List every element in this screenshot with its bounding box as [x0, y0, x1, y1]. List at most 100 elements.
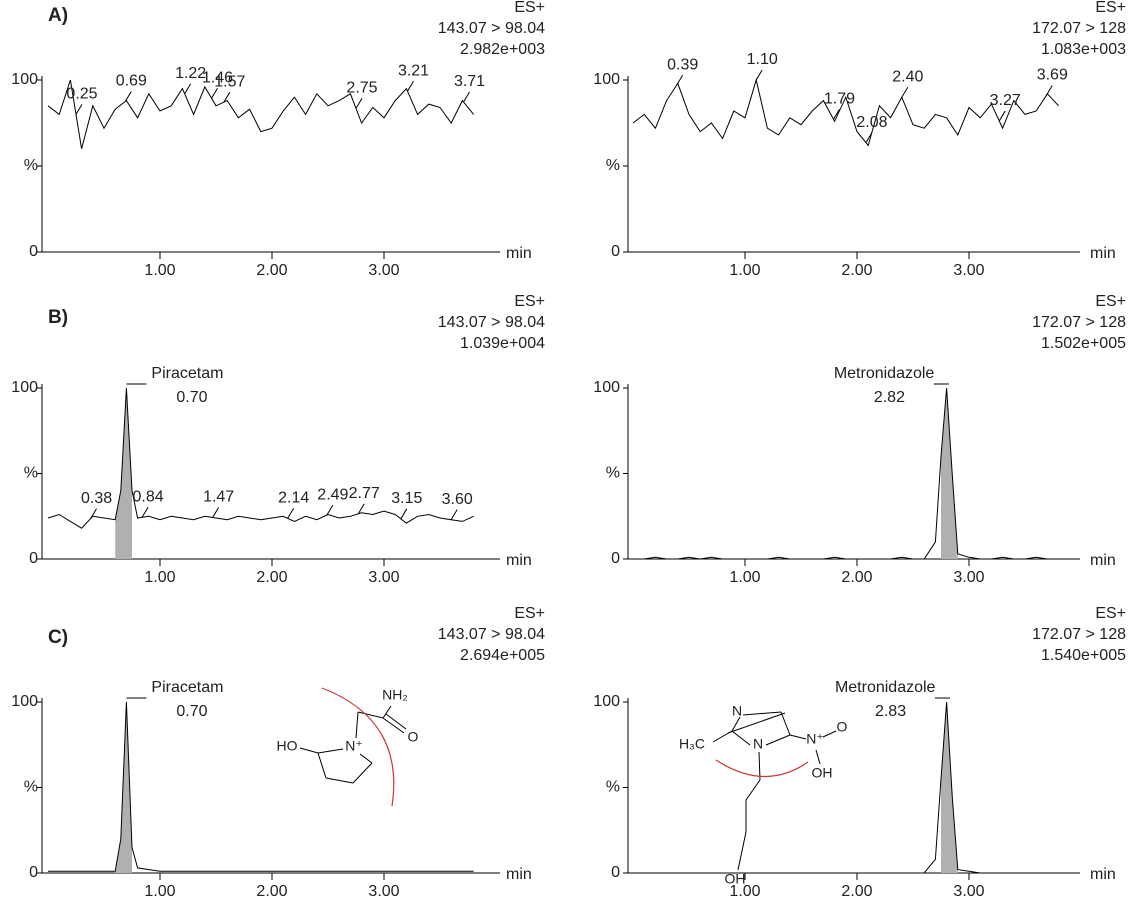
peak-leader [676, 74, 684, 86]
structure-bond [742, 711, 782, 716]
atom-label: OH [725, 871, 746, 887]
peak-label: 0.84 [133, 488, 164, 505]
y-tick-label: 0 [611, 864, 620, 881]
x-axis-label: min [506, 866, 532, 883]
y-tick-label: % [24, 779, 38, 796]
header-line: ES+ [1095, 293, 1126, 310]
peak-leader [141, 507, 149, 518]
atom-label: N [753, 736, 763, 752]
x-tick-label: 2.00 [841, 883, 872, 900]
structure-bond [737, 831, 747, 871]
peak-leader [463, 91, 470, 103]
atom-label: NH₂ [382, 687, 408, 703]
peak-area [115, 388, 132, 559]
header-line: ES+ [1095, 0, 1126, 16]
peak-leader [1045, 85, 1053, 96]
y-tick-label: 100 [11, 693, 38, 710]
x-axis-label: min [1090, 245, 1116, 262]
peak-leader [357, 503, 365, 515]
x-tick-label: 3.00 [368, 262, 399, 279]
structure-bond [745, 779, 761, 801]
header-line: ES+ [1095, 605, 1126, 622]
panel-label: B) [48, 307, 68, 328]
peak-label: 2.82 [874, 389, 905, 406]
x-tick-label: 1.00 [144, 569, 175, 586]
structure-bond [780, 711, 791, 736]
y-tick-label: 0 [29, 550, 38, 567]
y-tick-label: 0 [611, 243, 620, 260]
peak-leader [75, 104, 83, 115]
peak-label: 2.08 [856, 114, 887, 131]
peak-label: 2.14 [278, 490, 309, 507]
peak-label: 1.57 [214, 73, 245, 90]
peak-leader [865, 132, 873, 143]
peak-label: 1.10 [747, 51, 778, 68]
panel-label: A) [48, 5, 68, 26]
atom-label: N [732, 703, 742, 719]
trace [633, 701, 1059, 874]
structure-bond [325, 777, 354, 784]
peak-label: 3.15 [391, 490, 422, 507]
header-line: 2.982e+003 [460, 41, 545, 58]
peak-label: 3.71 [454, 73, 485, 90]
peak-label: 3.69 [1037, 67, 1068, 84]
x-tick-label: 3.00 [368, 569, 399, 586]
header-line: 1.540e+005 [1041, 647, 1126, 664]
y-tick-label: % [606, 779, 620, 796]
structure-bond [712, 730, 733, 743]
atom-label: N⁺ [345, 738, 363, 754]
compound-name: Metronidazole [835, 679, 936, 696]
x-tick-label: 2.00 [841, 569, 872, 586]
structure-bond [727, 712, 786, 734]
peak-label: 2.49 [317, 486, 348, 503]
x-tick-label: 3.00 [953, 569, 984, 586]
structure-bond [382, 705, 392, 719]
header-line: 143.07 > 98.04 [438, 20, 545, 37]
y-tick-label: % [24, 157, 38, 174]
y-tick-label: 0 [29, 243, 38, 260]
peak-leader [90, 508, 97, 519]
peak-label: 0.25 [66, 86, 97, 103]
x-tick-label: 3.00 [953, 262, 984, 279]
header-line: ES+ [514, 605, 545, 622]
structure-bond [357, 711, 384, 719]
x-tick-label: 2.00 [256, 262, 287, 279]
y-tick-label: 100 [11, 379, 38, 396]
atom-label: OH [812, 765, 833, 781]
peak-label: 2.77 [349, 485, 380, 502]
structure-bond [382, 717, 405, 734]
structure-bond [731, 730, 751, 746]
header-line: ES+ [514, 293, 545, 310]
trace [47, 387, 474, 529]
peak-leader [998, 110, 1006, 122]
header-line: 143.07 > 98.04 [438, 314, 545, 331]
peak-label: 1.79 [824, 90, 855, 107]
x-tick-label: 2.00 [256, 883, 287, 900]
atom-label: HO [277, 738, 298, 754]
header-line: 172.07 > 128 [1032, 314, 1126, 331]
compound-name: Piracetam [151, 679, 223, 696]
peak-leader [124, 91, 132, 102]
x-axis-label: min [506, 245, 532, 262]
peak-leader [223, 91, 231, 103]
x-tick-label: 3.00 [368, 883, 399, 900]
peak-label: 0.69 [116, 73, 147, 90]
structure-bond [731, 716, 741, 732]
peak-label: 2.83 [875, 703, 906, 720]
structure-bond [355, 711, 359, 739]
x-tick-label: 1.00 [729, 883, 760, 900]
x-tick-label: 1.00 [144, 262, 175, 279]
header-line: 143.07 > 98.04 [438, 626, 545, 643]
y-tick-label: % [24, 465, 38, 482]
y-tick-label: % [606, 157, 620, 174]
peak-leader [407, 80, 414, 92]
peak-label: 1.47 [203, 489, 234, 506]
structure-bond [317, 752, 327, 779]
structure-bond [822, 730, 837, 738]
header-line: 1.083e+003 [1041, 41, 1126, 58]
structure-bond [352, 762, 373, 784]
x-tick-label: 1.00 [144, 883, 175, 900]
x-tick-label: 1.00 [729, 262, 760, 279]
compound-name: Metronidazole [834, 365, 935, 382]
x-tick-label: 2.00 [841, 262, 872, 279]
